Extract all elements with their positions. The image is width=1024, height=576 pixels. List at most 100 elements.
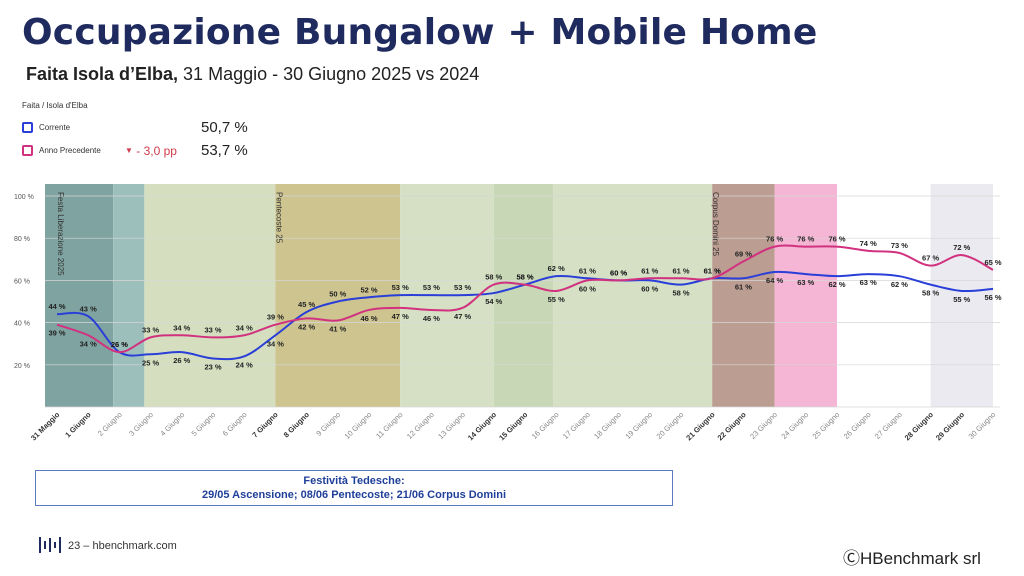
data-label: 53 % bbox=[423, 283, 440, 292]
x-tick-label: 21 Giugno bbox=[684, 410, 717, 443]
data-label: 45 % bbox=[298, 300, 315, 309]
data-label: 60 % bbox=[610, 268, 627, 277]
x-tick-label: 9 Giugno bbox=[314, 410, 342, 438]
x-tick-label: 10 Giugno bbox=[343, 410, 374, 441]
data-label: 58 % bbox=[922, 289, 939, 298]
series-line-1 bbox=[56, 244, 994, 354]
holiday-note-title: Festività Tedesche: bbox=[303, 475, 405, 487]
data-label: 62 % bbox=[828, 280, 845, 289]
x-tick-label: 23 Giugno bbox=[748, 410, 779, 441]
y-tick-label: 80 % bbox=[14, 236, 30, 243]
x-tick-label: 8 Giugno bbox=[282, 410, 312, 440]
data-label: 64 % bbox=[766, 276, 783, 285]
data-label: 44 % bbox=[48, 302, 65, 311]
event-band-6 bbox=[553, 184, 713, 407]
data-label: 54 % bbox=[485, 297, 502, 306]
data-label: 61 % bbox=[735, 282, 752, 291]
legend-swatch-current bbox=[22, 121, 33, 133]
x-tick-label: 22 Giugno bbox=[716, 410, 749, 443]
event-annotation-2: Corpus Domini 25 bbox=[711, 192, 720, 257]
data-label: 76 % bbox=[797, 235, 814, 244]
legend-item-current[interactable]: Corrente bbox=[22, 119, 70, 135]
data-label: 74 % bbox=[860, 239, 877, 248]
x-tick-label: 25 Giugno bbox=[811, 410, 842, 441]
y-tick-label: 100 % bbox=[14, 194, 34, 201]
data-label: 76 % bbox=[766, 235, 783, 244]
data-label: 69 % bbox=[735, 249, 752, 258]
data-label: 47 % bbox=[454, 312, 471, 321]
x-tick-label: 3 Giugno bbox=[127, 410, 155, 438]
data-label: 33 % bbox=[204, 325, 221, 334]
data-label: 34 % bbox=[80, 339, 97, 348]
x-tick-label: 26 Giugno bbox=[842, 410, 873, 441]
subtitle-property: Faita Isola d’Elba, bbox=[26, 64, 179, 84]
data-label: 61 % bbox=[579, 266, 596, 275]
page-subtitle: Faita Isola d’Elba, 31 Maggio - 30 Giugn… bbox=[26, 64, 479, 85]
data-label: 41 % bbox=[329, 324, 346, 333]
x-tick-label: 6 Giugno bbox=[221, 410, 249, 438]
legend-value-previous: 53,7 % bbox=[201, 142, 248, 159]
data-label: 60 % bbox=[579, 284, 596, 293]
holiday-note: Festività Tedesche: 29/05 Ascensione; 08… bbox=[35, 470, 673, 506]
data-label: 62 % bbox=[548, 264, 565, 273]
legend-delta: ▼ - 3,0 pp bbox=[125, 144, 177, 158]
data-label: 58 % bbox=[485, 273, 502, 282]
x-tick-label: 5 Giugno bbox=[190, 410, 218, 438]
legend-swatch-previous bbox=[22, 144, 33, 156]
data-label: 46 % bbox=[360, 314, 377, 323]
data-label: 25 % bbox=[142, 358, 159, 367]
data-label: 39 % bbox=[48, 329, 65, 338]
event-band-7 bbox=[712, 184, 775, 407]
data-label: 55 % bbox=[548, 295, 565, 304]
data-label: 61 % bbox=[704, 266, 721, 275]
data-label: 34 % bbox=[236, 323, 253, 332]
x-tick-label: 1 Giugno bbox=[63, 410, 93, 440]
event-band-8 bbox=[774, 184, 837, 407]
y-tick-label: 60 % bbox=[14, 278, 30, 285]
legend-label-previous: Anno Precedente bbox=[39, 145, 101, 155]
data-label: 42 % bbox=[298, 322, 315, 331]
x-tick-label: 15 Giugno bbox=[497, 410, 530, 443]
event-band-5 bbox=[493, 184, 554, 407]
x-tick-label: 7 Giugno bbox=[250, 410, 280, 440]
data-label: 53 % bbox=[392, 283, 409, 292]
footer-page: 23 – hbenchmark.com bbox=[68, 540, 177, 552]
data-label: 39 % bbox=[267, 313, 284, 322]
data-label: 53 % bbox=[454, 283, 471, 292]
data-label: 65 % bbox=[984, 258, 1001, 267]
data-label: 60 % bbox=[610, 268, 627, 277]
legend-delta-value: - 3,0 pp bbox=[136, 144, 177, 158]
data-label: 34 % bbox=[173, 323, 190, 332]
x-tick-label: 13 Giugno bbox=[436, 410, 467, 441]
legend-heading: Faita / Isola d'Elba bbox=[22, 101, 88, 110]
data-label: 63 % bbox=[860, 278, 877, 287]
data-label: 26 % bbox=[111, 340, 128, 349]
x-tick-label: 4 Giugno bbox=[158, 410, 186, 438]
down-triangle-icon: ▼ bbox=[125, 146, 133, 155]
data-label: 52 % bbox=[360, 285, 377, 294]
data-label: 58 % bbox=[516, 273, 533, 282]
page-title: Occupazione Bungalow + Mobile Home bbox=[22, 12, 818, 53]
x-tick-label: 17 Giugno bbox=[561, 410, 592, 441]
x-tick-label: 18 Giugno bbox=[592, 410, 623, 441]
data-label: 43 % bbox=[80, 304, 97, 313]
data-label: 76 % bbox=[828, 235, 845, 244]
x-tick-label: 12 Giugno bbox=[405, 410, 436, 441]
x-tick-label: 11 Giugno bbox=[374, 410, 404, 440]
data-label: 61 % bbox=[704, 266, 721, 275]
legend-label-current: Corrente bbox=[39, 122, 71, 132]
x-tick-label: 30 Giugno bbox=[967, 410, 998, 441]
y-tick-label: 40 % bbox=[14, 321, 30, 328]
data-label: 62 % bbox=[891, 280, 908, 289]
data-label: 63 % bbox=[797, 278, 814, 287]
data-label: 58 % bbox=[516, 273, 533, 282]
legend-item-previous[interactable]: Anno Precedente bbox=[22, 142, 101, 158]
x-tick-label: 20 Giugno bbox=[655, 410, 686, 441]
holiday-note-body: 29/05 Ascensione; 08/06 Pentecoste; 21/0… bbox=[201, 489, 507, 501]
data-label: 67 % bbox=[922, 254, 939, 263]
data-label: 34 % bbox=[267, 339, 284, 348]
data-label: 33 % bbox=[142, 325, 159, 334]
subtitle-period: 31 Maggio - 30 Giugno 2025 vs 2024 bbox=[178, 64, 480, 84]
x-tick-label: 14 Giugno bbox=[466, 410, 499, 443]
data-label: 23 % bbox=[204, 362, 221, 371]
